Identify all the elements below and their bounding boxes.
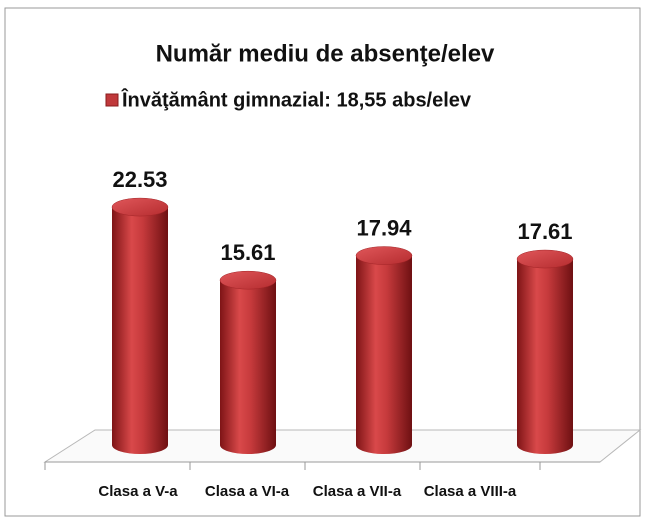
bar — [112, 207, 168, 454]
legend-label: Învăţământ gimnazial: 18,55 abs/elev — [121, 87, 472, 111]
bar — [356, 255, 412, 454]
value-label: 15.61 — [220, 240, 275, 265]
bar-top — [111, 197, 169, 217]
bar — [517, 259, 573, 454]
bar-top — [355, 246, 413, 265]
x-tick-label: Clasa a VIII-a — [424, 483, 517, 500]
value-label: 17.61 — [517, 219, 572, 244]
bar — [220, 280, 276, 454]
x-tick-label: Clasa a VII-a — [313, 483, 402, 500]
value-label: 17.94 — [356, 215, 412, 240]
chart-title: Număr mediu de absenţe/elev — [156, 40, 495, 67]
bar-top — [219, 270, 277, 290]
x-tick-label: Clasa a VI-a — [205, 483, 290, 500]
value-label: 22.53 — [112, 167, 167, 192]
x-tick-label: Clasa a V-a — [98, 483, 178, 500]
legend-marker — [105, 93, 119, 107]
bar-top — [516, 249, 574, 269]
